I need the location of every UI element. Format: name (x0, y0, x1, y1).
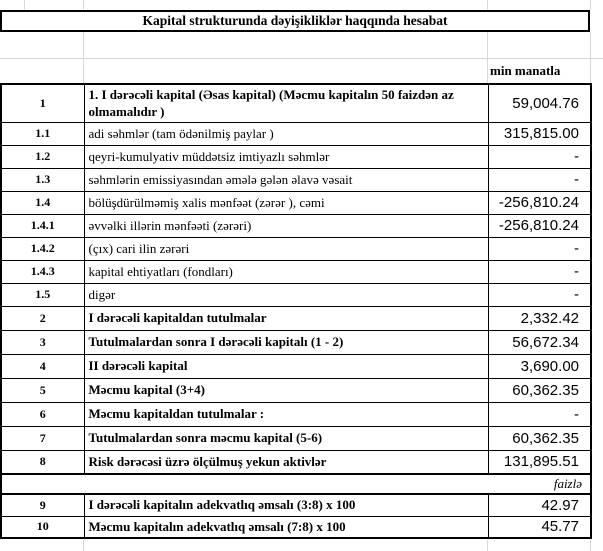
table-row: 10 Məcmu kapitalın adekvatlıq əmsalı (7:… (0, 515, 592, 539)
row-label: bölüşdürülməmiş xalis mənfəət (zərər ), … (83, 190, 489, 215)
row-number: 1.1 (0, 121, 85, 146)
row-value: 42.97 (487, 493, 592, 517)
spreadsheet-gridline (487, 0, 488, 10)
row-label: Tutulmalardan sonra I dərəcəli kapitalı … (83, 329, 489, 355)
row-label: səhmlərin emissiyasından əmələ gələn əla… (83, 167, 489, 192)
row-number: 1.5 (0, 282, 85, 307)
row-number: 5 (0, 377, 85, 403)
report-title: Kapital strukturunda dəyişikliklər haqqı… (142, 13, 448, 28)
spreadsheet-gridline (487, 32, 488, 83)
row-label: əvvəlki illərin mənfəəti (zərəri) (83, 213, 489, 238)
table-row: 1.4.2 (çıx) cari ilin zərəri - (0, 236, 592, 261)
table-row: 5 Məcmu kapital (3+4) 60,362.35 (0, 377, 592, 403)
row-number: 1.4 (0, 190, 85, 215)
row-label: digər (83, 282, 489, 307)
row-label: I dərəcəli kapitaldan tutulmalar (83, 305, 489, 331)
row-value: 56,672.34 (487, 329, 592, 355)
row-number: 1.4.3 (0, 259, 85, 284)
row-label: 1. I dərəcəli kapital (Əsas kapital) (Mə… (83, 83, 489, 123)
row-value: 315,815.00 (487, 121, 592, 146)
table-row: 1.2 qeyri-kumulyativ müddətsiz imtiyazlı… (0, 144, 592, 169)
row-label: adi səhmlər (tam ödənilmiş paylar ) (83, 121, 489, 146)
spreadsheet-gridline (0, 58, 603, 59)
row-number: 3 (0, 329, 85, 355)
row-label: Məcmu kapitalın adekvatlıq əmsalı (7:8) … (83, 515, 489, 539)
row-number: 7 (0, 425, 85, 451)
table-row: 7 Tutulmalardan sonra məcmu kapital (5-6… (0, 425, 592, 451)
row-value: - (487, 401, 592, 427)
row-value: - (487, 236, 592, 261)
table-row: 6 Məcmu kapitaldan tutulmalar : - (0, 401, 592, 427)
row-value: 59,004.76 (487, 83, 592, 123)
row-number: 1.2 (0, 144, 85, 169)
row-value: - (487, 282, 592, 307)
row-number: 1.4.1 (0, 213, 85, 238)
row-label: qeyri-kumulyativ müddətsiz imtiyazlı səh… (83, 144, 489, 169)
row-label: kapital ehtiyatları (fondları) (83, 259, 489, 284)
percent-unit-row: faizlə (0, 473, 592, 495)
row-label: Risk dərəcəsi üzrə ölçülmuş yekun aktivl… (83, 449, 489, 475)
row-label: Məcmu kapitaldan tutulmalar : (83, 401, 489, 427)
table-row: 1 1. I dərəcəli kapital (Əsas kapital) (… (0, 83, 592, 123)
row-value: 60,362.35 (487, 377, 592, 403)
row-value: -256,810.24 (487, 213, 592, 238)
row-label: Tutulmalardan sonra məcmu kapital (5-6) (83, 425, 489, 451)
row-value: - (487, 167, 592, 192)
row-number: 1.3 (0, 167, 85, 192)
row-value: -256,810.24 (487, 190, 592, 215)
row-value: 3,690.00 (487, 353, 592, 379)
row-value: 45.77 (487, 515, 592, 539)
row-value: - (487, 144, 592, 169)
spreadsheet-gridline (83, 540, 84, 551)
table-row: 8 Risk dərəcəsi üzrə ölçülmuş yekun akti… (0, 449, 592, 475)
spreadsheet-gridline (590, 540, 591, 551)
table-row: 9 I dərəcəli kapitalın adekvatlıq əmsalı… (0, 493, 592, 517)
spreadsheet-gridline (24, 0, 25, 10)
row-number: 6 (0, 401, 85, 427)
report-title-box: Kapital strukturunda dəyişikliklər haqqı… (0, 10, 590, 32)
row-value: 2,332.42 (487, 305, 592, 331)
row-label: Məcmu kapital (3+4) (83, 377, 489, 403)
table-row: 2 I dərəcəli kapitaldan tutulmalar 2,332… (0, 305, 592, 331)
spreadsheet-gridline (83, 0, 84, 10)
table-row: 4 II dərəcəli kapital 3,690.00 (0, 353, 592, 379)
spreadsheet-gridline (83, 32, 84, 83)
table-row: 1.5 digər - (0, 282, 592, 307)
percent-unit-label: faizlə (0, 473, 592, 495)
row-number: 1.4.2 (0, 236, 85, 261)
row-value: - (487, 259, 592, 284)
capital-structure-table: 1 1. I dərəcəli kapital (Əsas kapital) (… (0, 83, 592, 539)
table-row: 1.4.3 kapital ehtiyatları (fondları) - (0, 259, 592, 284)
table-row: 1.3 səhmlərin emissiyasından əmələ gələn… (0, 167, 592, 192)
unit-label: min manatla (490, 62, 561, 78)
row-label: II dərəcəli kapital (83, 353, 489, 379)
row-number: 9 (0, 493, 85, 517)
row-number: 4 (0, 353, 85, 379)
row-number: 2 (0, 305, 85, 331)
row-label: (çıx) cari ilin zərəri (83, 236, 489, 261)
table-row: 1.4 bölüşdürülməmiş xalis mənfəət (zərər… (0, 190, 592, 215)
spreadsheet-gridline (590, 0, 591, 10)
row-number: 8 (0, 449, 85, 475)
row-number: 1 (0, 83, 85, 123)
row-number: 10 (0, 515, 85, 539)
table-row: 1.1 adi səhmlər (tam ödənilmiş paylar ) … (0, 121, 592, 146)
row-label: I dərəcəli kapitalın adekvatlıq əmsalı (… (83, 493, 489, 517)
table-row: 3 Tutulmalardan sonra I dərəcəli kapital… (0, 329, 592, 355)
table-row: 1.4.1 əvvəlki illərin mənfəəti (zərəri) … (0, 213, 592, 238)
spreadsheet-gridline (590, 32, 591, 83)
row-value: 60,362.35 (487, 425, 592, 451)
row-value: 131,895.51 (487, 449, 592, 475)
spreadsheet-gridline (487, 540, 488, 551)
